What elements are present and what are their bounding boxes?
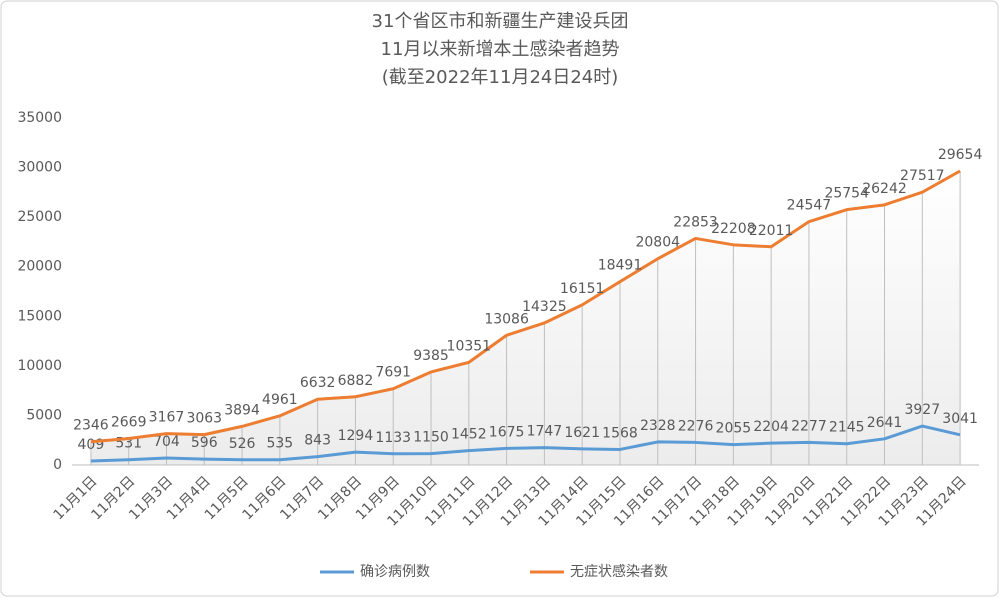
y-tick-label: 25000 bbox=[17, 209, 62, 225]
data-label: 6882 bbox=[338, 373, 374, 389]
data-label: 4961 bbox=[262, 392, 298, 408]
data-label: 7691 bbox=[375, 365, 411, 381]
data-label: 26242 bbox=[862, 181, 907, 197]
data-label: 2276 bbox=[678, 418, 714, 434]
y-tick-label: 20000 bbox=[17, 259, 62, 275]
data-label: 3894 bbox=[224, 402, 260, 418]
y-tick-label: 10000 bbox=[17, 358, 62, 374]
data-label: 20804 bbox=[635, 235, 680, 251]
data-label: 1452 bbox=[451, 427, 487, 443]
data-label: 409 bbox=[78, 437, 105, 453]
y-tick-label: 5000 bbox=[26, 407, 62, 423]
data-label: 9385 bbox=[413, 348, 449, 364]
y-tick-label: 15000 bbox=[17, 308, 62, 324]
data-label: 13086 bbox=[484, 311, 529, 327]
chart-subtitle: (截至2022年11月24日24时) bbox=[382, 67, 619, 88]
data-label: 535 bbox=[266, 436, 293, 452]
data-label: 16151 bbox=[560, 281, 605, 297]
area bbox=[90, 171, 961, 465]
chart-title: 11月以来新增本土感染者趋势 bbox=[381, 39, 620, 60]
legend-label: 无症状感染者数 bbox=[570, 563, 668, 580]
data-label: 1294 bbox=[338, 428, 374, 444]
data-label: 22011 bbox=[749, 223, 794, 239]
data-label: 2055 bbox=[716, 421, 752, 437]
data-label: 3063 bbox=[186, 411, 222, 427]
data-label: 2204 bbox=[753, 419, 789, 435]
data-label: 3927 bbox=[904, 402, 940, 418]
y-tick-label: 0 bbox=[53, 457, 62, 473]
data-label: 2328 bbox=[640, 418, 676, 434]
data-label: 14325 bbox=[522, 299, 567, 315]
legend-label: 确诊病例数 bbox=[360, 564, 430, 580]
data-label: 29654 bbox=[938, 147, 983, 163]
data-label: 1675 bbox=[489, 424, 525, 440]
data-label: 1747 bbox=[527, 424, 563, 440]
line bbox=[90, 424, 961, 463]
data-label: 22208 bbox=[711, 221, 756, 237]
data-label: 3041 bbox=[942, 411, 978, 427]
data-label: 2669 bbox=[111, 415, 147, 431]
data-label: 1150 bbox=[413, 430, 449, 446]
data-label: 596 bbox=[191, 435, 218, 451]
y-tick-label: 30000 bbox=[17, 160, 62, 176]
data-label: 18491 bbox=[598, 258, 643, 274]
line bbox=[90, 169, 961, 444]
data-label: 27517 bbox=[900, 168, 945, 184]
data-label: 2641 bbox=[867, 415, 903, 431]
data-label: 24547 bbox=[787, 198, 832, 214]
data-label: 25754 bbox=[824, 186, 869, 202]
data-label: 2346 bbox=[73, 418, 109, 434]
data-label: 2145 bbox=[829, 420, 865, 436]
chart-title: 31个省区市和新疆生产建设兵团 bbox=[372, 11, 629, 32]
data-label: 22853 bbox=[673, 214, 718, 230]
data-label: 6632 bbox=[300, 375, 336, 391]
data-label: 526 bbox=[229, 436, 256, 452]
data-label: 3167 bbox=[149, 410, 185, 426]
data-label: 1133 bbox=[375, 430, 411, 446]
data-label: 843 bbox=[304, 433, 331, 449]
data-label: 2277 bbox=[791, 418, 827, 434]
data-label: 1621 bbox=[564, 425, 600, 441]
data-label: 10351 bbox=[447, 338, 492, 354]
data-label: 704 bbox=[153, 434, 180, 450]
y-tick-label: 35000 bbox=[17, 110, 62, 126]
data-label: 1568 bbox=[602, 425, 638, 441]
